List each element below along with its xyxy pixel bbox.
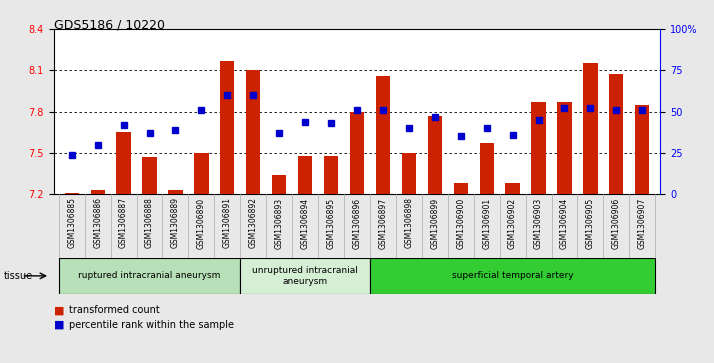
Text: ruptured intracranial aneurysm: ruptured intracranial aneurysm [79,272,221,280]
Text: GSM1306894: GSM1306894 [301,197,310,249]
Text: GSM1306885: GSM1306885 [67,197,76,248]
Text: GSM1306888: GSM1306888 [145,197,154,248]
Text: GSM1306903: GSM1306903 [534,197,543,249]
Text: GSM1306905: GSM1306905 [586,197,595,249]
Text: GSM1306899: GSM1306899 [431,197,439,249]
Bar [116,132,131,194]
Bar [480,143,494,194]
Bar [142,157,156,194]
Bar [350,112,364,194]
Text: unruptured intracranial
aneurysm: unruptured intracranial aneurysm [252,266,358,286]
Bar [370,258,655,294]
Bar [376,76,390,194]
Bar [220,61,234,194]
Bar [241,258,370,294]
Text: GSM1306897: GSM1306897 [378,197,388,249]
Bar [272,175,286,194]
Text: GSM1306902: GSM1306902 [508,197,517,249]
Text: GSM1306887: GSM1306887 [119,197,128,248]
Bar [246,70,261,194]
Bar [428,116,442,194]
Text: GSM1306904: GSM1306904 [560,197,569,249]
Text: GSM1306901: GSM1306901 [482,197,491,249]
Bar [506,183,520,194]
Text: GSM1306893: GSM1306893 [275,197,283,249]
Bar [583,64,598,194]
Text: GDS5186 / 10220: GDS5186 / 10220 [54,18,164,31]
Text: percentile rank within the sample: percentile rank within the sample [69,320,234,330]
Bar [402,153,416,194]
Bar [558,102,572,194]
Bar [635,105,650,194]
Text: ■: ■ [54,320,64,330]
Bar [194,153,208,194]
Text: GSM1306886: GSM1306886 [93,197,102,248]
Bar [91,190,105,194]
Bar [64,193,79,194]
Text: tissue: tissue [4,271,33,281]
Bar [59,258,241,294]
Text: GSM1306895: GSM1306895 [326,197,336,249]
Text: GSM1306889: GSM1306889 [171,197,180,248]
Text: ■: ■ [54,305,64,315]
Bar [609,74,623,194]
Text: GSM1306892: GSM1306892 [248,197,258,248]
Text: transformed count: transformed count [69,305,160,315]
Bar [453,183,468,194]
Text: GSM1306891: GSM1306891 [223,197,232,248]
Text: GSM1306900: GSM1306900 [456,197,466,249]
Bar [298,156,312,194]
Bar [324,156,338,194]
Bar [169,190,183,194]
Text: GSM1306906: GSM1306906 [612,197,621,249]
Text: GSM1306907: GSM1306907 [638,197,647,249]
Text: GSM1306898: GSM1306898 [404,197,413,248]
Text: superficial temporal artery: superficial temporal artery [452,272,573,280]
Bar [531,102,545,194]
Text: GSM1306890: GSM1306890 [197,197,206,249]
Text: GSM1306896: GSM1306896 [353,197,361,249]
